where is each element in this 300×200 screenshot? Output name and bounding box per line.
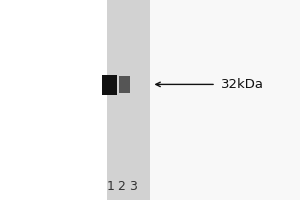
Text: 3: 3	[129, 180, 136, 192]
FancyBboxPatch shape	[102, 75, 117, 95]
Text: 1: 1	[106, 180, 114, 192]
Text: 2: 2	[118, 180, 125, 192]
Text: 32kDa: 32kDa	[220, 78, 263, 91]
Bar	[0, 0, 106, 200]
Bar	[106, 0, 150, 200]
Bar	[150, 0, 300, 200]
FancyBboxPatch shape	[119, 76, 130, 93]
